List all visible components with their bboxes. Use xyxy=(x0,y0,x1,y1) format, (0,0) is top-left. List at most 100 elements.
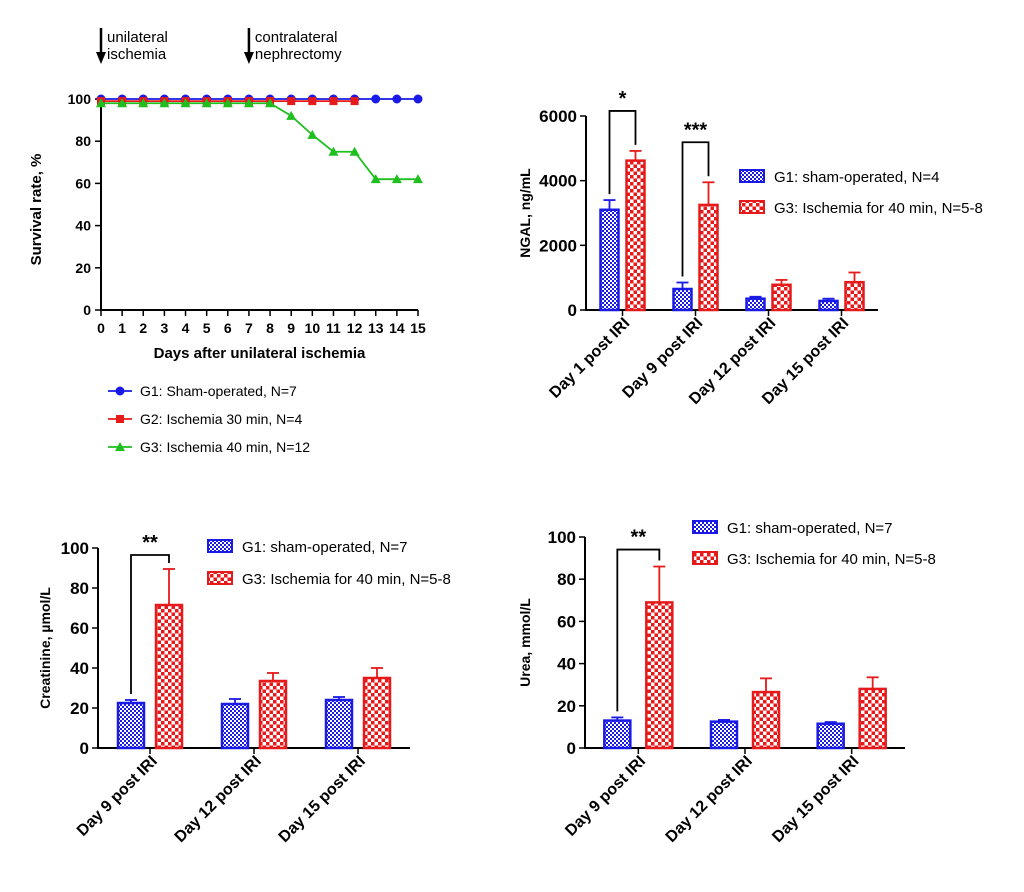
y-tick-label: 6000 xyxy=(539,107,577,126)
legend-label: G3: Ischemia for 40 min, N=5-8 xyxy=(242,571,451,588)
bar-blue xyxy=(745,297,766,312)
legend-marker xyxy=(115,442,125,451)
bar-red xyxy=(154,603,184,750)
y-tick-label: 80 xyxy=(75,133,91,149)
legend-label: G3: Ischemia 40 min, N=12 xyxy=(140,439,310,455)
data-point-red xyxy=(329,97,338,106)
annotation-text: contralateral xyxy=(255,29,338,46)
x-tick-label: Day 9 post IRI xyxy=(74,753,161,840)
bar-axes xyxy=(584,537,905,749)
bar-red xyxy=(858,687,887,750)
bar-red xyxy=(698,203,719,312)
bar-red xyxy=(258,679,288,750)
data-point-green xyxy=(413,174,423,184)
significance-bracket xyxy=(130,554,170,694)
significance-stars: ** xyxy=(631,527,647,549)
data-point-green xyxy=(391,174,402,184)
y-tick-label: 40 xyxy=(70,659,89,678)
annotation-text: nephrectomy xyxy=(255,46,342,63)
x-tick-label: 12 xyxy=(347,320,363,336)
data-point-green xyxy=(370,174,381,184)
x-tick-label: Day 15 post IRI xyxy=(276,753,369,846)
annotation-text: unilateral xyxy=(107,29,168,46)
y-tick-label: 40 xyxy=(75,218,91,234)
data-point-red xyxy=(287,97,296,106)
x-tick-label: 13 xyxy=(368,320,384,336)
y-tick-label: 80 xyxy=(557,570,576,589)
y-tick-label: 0 xyxy=(568,301,577,320)
x-tick-label: 10 xyxy=(305,320,321,336)
annotation-arrow-head xyxy=(243,52,254,64)
x-tick-label: 1 xyxy=(118,320,126,336)
data-point-blue xyxy=(413,94,423,104)
data-point-green xyxy=(180,98,191,108)
y-axis-title: Urea, mmol/L xyxy=(517,598,533,687)
bar-blue xyxy=(116,701,146,750)
y-tick-label: 4000 xyxy=(539,172,577,191)
bar-blue xyxy=(816,722,845,750)
bar-blue xyxy=(672,287,693,312)
legend-swatch-red xyxy=(207,571,233,585)
bar-red xyxy=(844,280,865,312)
data-point-green xyxy=(307,129,318,139)
x-tick-label: Day 15 post IRI xyxy=(769,753,862,846)
series-line-green xyxy=(101,102,418,181)
x-tick-label: 6 xyxy=(224,320,232,336)
y-axis-title: Creatinine, µmol/L xyxy=(37,587,53,709)
bar-red xyxy=(362,676,392,750)
y-tick-label: 100 xyxy=(61,539,89,558)
bar-red xyxy=(645,601,674,750)
x-tick-label: 9 xyxy=(287,320,295,336)
annotation-arrow-head xyxy=(96,52,106,64)
significance-stars: * xyxy=(619,88,627,110)
x-tick-label: 7 xyxy=(245,320,253,336)
data-point-red xyxy=(350,97,359,106)
data-point-green xyxy=(265,98,276,108)
x-tick-label: Day 12 post IRI xyxy=(172,753,265,846)
legend-label: G1: sham-operated, N=7 xyxy=(727,520,893,537)
bar-blue xyxy=(599,208,620,312)
y-tick-label: 60 xyxy=(557,612,576,631)
data-point-green xyxy=(138,98,149,108)
x-tick-label: 4 xyxy=(182,320,190,336)
legend-marker xyxy=(115,386,125,396)
y-axis-title: NGAL, ng/mL xyxy=(517,168,533,258)
data-point-green xyxy=(117,98,128,108)
data-point-green xyxy=(286,110,297,120)
x-axis-title: Days after unilateral ischemia xyxy=(154,345,366,362)
legend-label: G2: Ischemia 30 min, N=4 xyxy=(140,411,302,427)
data-point-blue xyxy=(392,94,402,104)
significance-bracket xyxy=(681,141,710,277)
significance-bracket xyxy=(616,548,661,712)
y-tick-label: 0 xyxy=(567,739,576,758)
data-point-green xyxy=(349,146,360,156)
x-tick-label: 8 xyxy=(266,320,274,336)
x-tick-label: Day 9 post IRI xyxy=(562,753,649,840)
survival-axes xyxy=(100,99,418,311)
y-tick-label: 60 xyxy=(75,175,91,191)
significance-stars: *** xyxy=(684,119,708,141)
data-point-red xyxy=(308,97,317,106)
y-tick-label: 0 xyxy=(80,739,89,758)
data-point-blue xyxy=(371,94,381,104)
data-point-green xyxy=(159,98,170,108)
legend-swatch-red xyxy=(692,551,718,565)
legend-swatch-blue xyxy=(692,520,718,534)
y-tick-label: 60 xyxy=(70,619,89,638)
x-tick-label: Day 12 post IRI xyxy=(663,753,756,846)
legend-swatch-red xyxy=(739,200,765,214)
legend-swatch-blue xyxy=(739,169,765,183)
bar-blue xyxy=(324,698,354,750)
legend-label: G3: Ischemia for 40 min, N=5-8 xyxy=(774,200,983,217)
bar-blue xyxy=(818,299,839,312)
y-tick-label: 2000 xyxy=(539,236,577,255)
y-tick-label: 80 xyxy=(70,579,89,598)
x-tick-label: 3 xyxy=(161,320,169,336)
data-point-green xyxy=(243,98,254,108)
x-tick-label: 2 xyxy=(139,320,147,336)
data-point-green xyxy=(96,98,106,108)
